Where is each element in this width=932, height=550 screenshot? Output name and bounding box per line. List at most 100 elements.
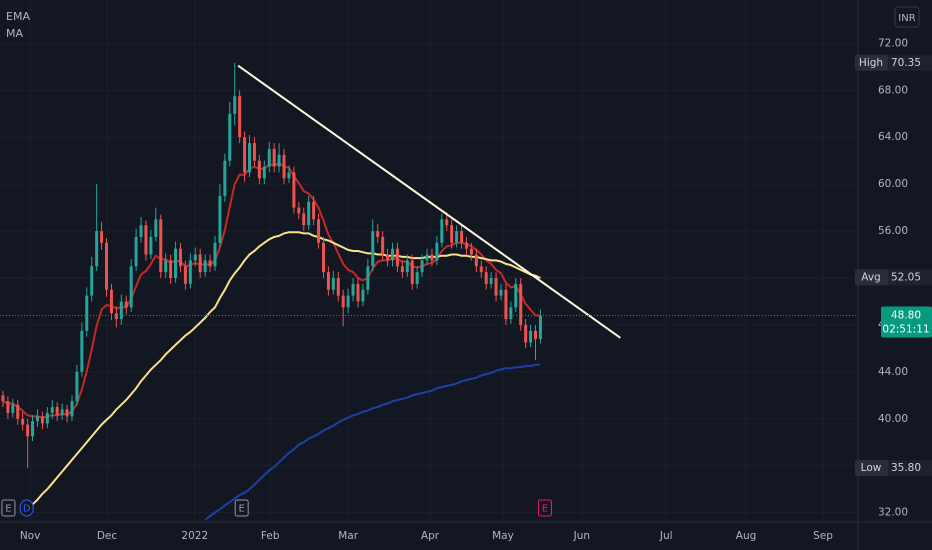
candle-body [509,307,513,320]
last-price: 48.80 [891,310,921,322]
price-label-value: 35.80 [891,462,921,474]
candle-body [326,272,330,290]
candle-body [144,225,148,255]
candle-body [336,278,340,296]
candle-body [248,143,252,173]
price-label-badge [888,269,932,286]
candle-body [55,407,59,416]
candle-body [331,278,335,290]
candle-body [386,254,390,261]
candle-body [159,219,163,273]
candle-body [26,424,30,437]
y-tick-label: 56.00 [878,225,908,237]
candle-body [321,242,325,273]
candle-body [198,254,202,273]
x-tick-label: Jun [573,530,590,542]
candle-body [519,283,523,325]
candle-body [400,266,404,273]
candle-body [50,407,54,413]
candle-body [351,283,355,296]
candle-body [479,266,483,273]
candle-body [494,278,498,296]
x-tick-label: May [492,530,514,542]
price-label-badge [888,460,932,477]
y-tick-label: 64.00 [878,131,908,143]
y-tick-label: 68.00 [878,84,908,96]
candle-body [435,242,439,261]
x-tick-label: Feb [261,530,280,542]
candle-body [60,409,64,416]
candle-body [124,301,128,308]
candle-body [65,409,69,417]
candle-body [361,289,365,302]
candle-body [154,219,158,237]
candle-body [376,231,380,237]
x-tick-label: Jul [659,530,673,542]
candle-body [16,404,20,419]
candle-body [75,371,79,402]
candle-body [114,313,118,320]
candle-body [262,166,266,179]
candle-body [174,248,178,279]
candle-body [282,154,286,179]
y-tick-label: 32.00 [878,507,908,519]
event-label: E [239,504,245,515]
candle-body [228,113,232,161]
candle-body [474,254,478,267]
x-tick-label: Apr [421,530,440,542]
candle-body [80,330,84,372]
x-tick-label: Aug [736,530,757,542]
candle-body [238,96,242,138]
currency-button[interactable] [894,6,920,28]
event-marker [1,499,16,517]
candle-body [203,260,207,273]
candle-body [395,248,399,267]
candle-body [430,254,434,261]
candle-body [484,272,488,284]
price-label-name: Low [861,462,882,474]
candle-body [90,266,94,296]
candle-body [504,289,508,320]
moving-average-line [2,161,541,419]
candle-body [1,395,5,402]
candle-body [45,412,49,424]
candle-body [524,324,528,343]
x-tick-label: 2022 [181,530,208,542]
x-tick-label: Sep [813,530,833,542]
candle-body [292,172,296,208]
candle-body [346,295,350,308]
candle-body [178,248,182,267]
candle-body [70,401,74,417]
candle-body [21,418,25,425]
candle-body [371,231,375,267]
candle-body [366,266,370,290]
candle-body [469,248,473,255]
candle-body [164,260,168,273]
candle-body [223,160,227,196]
price-label-badge [888,54,932,71]
candle-body [391,248,395,261]
candle-body [105,242,109,290]
candle-body [287,172,291,179]
y-tick-label: 72.00 [878,37,908,49]
candle-body [40,416,44,424]
trend-line [237,64,621,339]
candle-body [499,289,503,296]
candle-body [35,416,39,422]
candle-body [341,295,345,308]
candle-body [317,219,321,243]
currency[interactable]: INR [898,13,915,24]
candle-body [440,219,444,243]
price-label-badge [855,269,888,286]
candle-body [425,254,429,261]
candle-body [11,404,15,413]
price-label-value: 70.35 [891,57,921,69]
price-label-name: Avg [861,271,880,283]
countdown: 02:51:11 [882,324,929,336]
candle-body [119,301,123,320]
candle-body [213,242,217,267]
candle-body [410,260,414,284]
candle-body [85,295,89,331]
candle-body [450,225,454,243]
